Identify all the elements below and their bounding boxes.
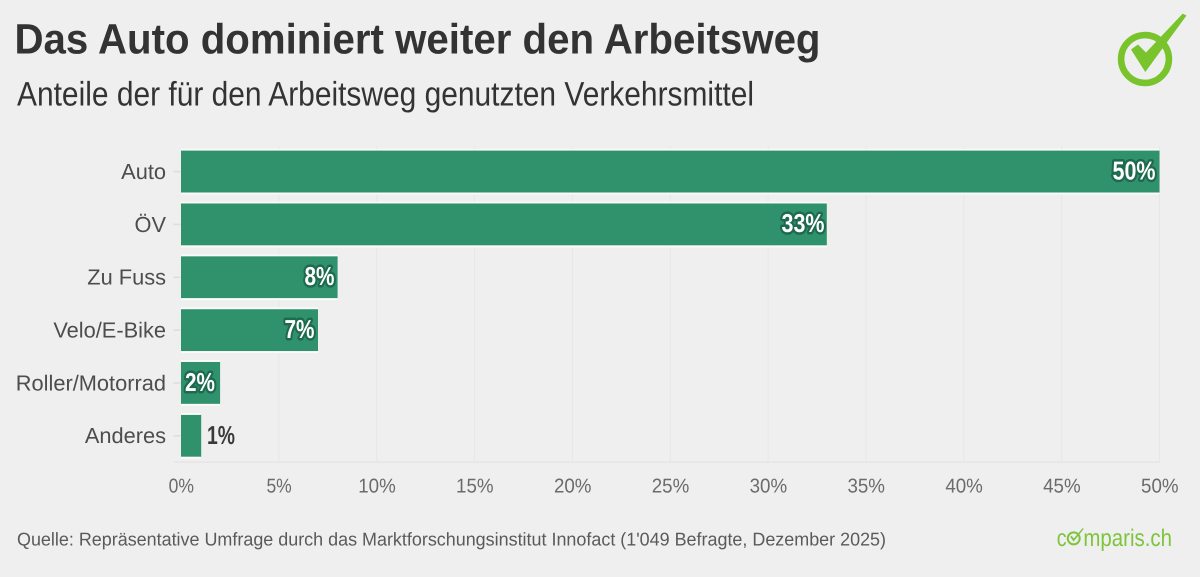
svg-text:25%: 25%: [652, 476, 690, 498]
svg-text:2%: 2%: [185, 367, 215, 397]
svg-text:c: c: [1057, 525, 1067, 552]
svg-text:8%: 8%: [305, 261, 335, 291]
svg-text:Das Auto dominiert weiter den: Das Auto dominiert weiter den Arbeitsweg: [15, 17, 821, 64]
svg-text:15%: 15%: [456, 476, 494, 498]
svg-text:Roller/Motorrad: Roller/Motorrad: [16, 370, 166, 395]
svg-text:mparis.ch: mparis.ch: [1083, 525, 1172, 552]
svg-text:1%: 1%: [207, 420, 235, 450]
svg-text:5%: 5%: [266, 476, 291, 498]
svg-text:50%: 50%: [1141, 476, 1179, 498]
svg-text:33%: 33%: [782, 208, 825, 238]
svg-text:7%: 7%: [285, 314, 315, 344]
svg-text:Anderes: Anderes: [85, 423, 166, 448]
svg-text:50%: 50%: [1113, 155, 1156, 185]
svg-text:Quelle: Repräsentative Umfrage: Quelle: Repräsentative Umfrage durch das…: [17, 529, 886, 550]
svg-text:45%: 45%: [1043, 476, 1081, 498]
svg-text:20%: 20%: [554, 476, 592, 498]
svg-text:Zu Fuss: Zu Fuss: [87, 265, 166, 290]
svg-text:Anteile der für den Arbeitsweg: Anteile der für den Arbeitsweg genutzten…: [17, 76, 754, 114]
svg-text:35%: 35%: [847, 476, 885, 498]
svg-text:ÖV: ÖV: [135, 212, 167, 237]
svg-text:0%: 0%: [169, 476, 194, 498]
svg-text:Velo/E-Bike: Velo/E-Bike: [53, 318, 166, 343]
svg-text:30%: 30%: [750, 476, 788, 498]
svg-text:Auto: Auto: [121, 159, 166, 184]
svg-text:10%: 10%: [358, 476, 396, 498]
svg-text:40%: 40%: [945, 476, 983, 498]
